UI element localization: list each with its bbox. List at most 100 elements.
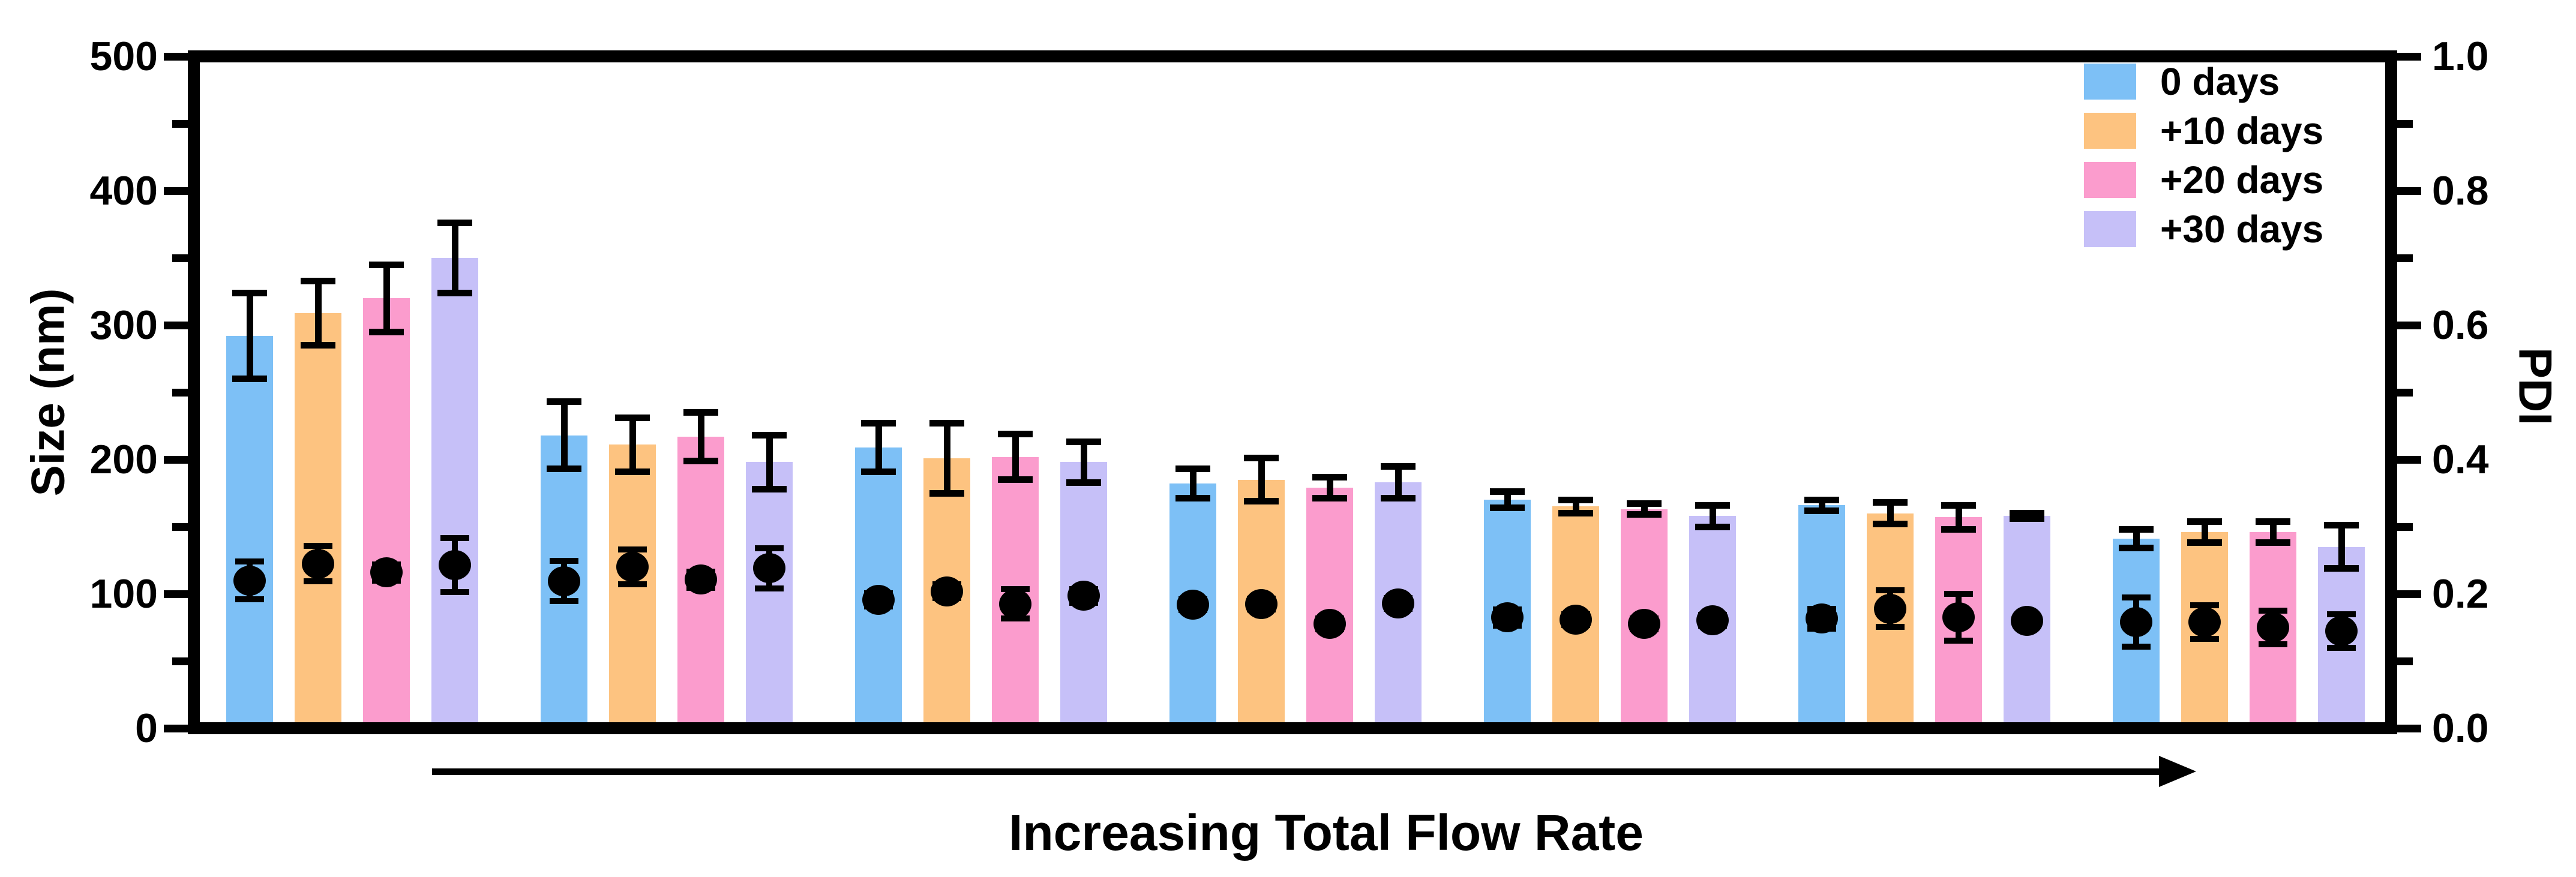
size-error-cap-top <box>1804 496 1839 503</box>
legend-label: +20 days <box>2160 158 2324 202</box>
size-error-line <box>1012 434 1019 480</box>
size-error-cap-bottom <box>1695 523 1730 530</box>
pdi-dot-+10-days-group6 <box>1874 593 1906 624</box>
size-error-cap-top <box>2256 518 2290 525</box>
size-error-line <box>1326 477 1333 498</box>
size-error-cap-top <box>929 420 964 427</box>
pdi-error-cap-bottom <box>1944 638 1973 644</box>
size-error-cap-bottom <box>752 485 787 492</box>
bar-+30-days-group1 <box>431 258 478 722</box>
size-error-cap-top <box>547 398 581 406</box>
pdi-dot-+20-days-group4 <box>1314 609 1346 639</box>
right-minor-tick <box>2397 657 2413 665</box>
right-major-tick <box>2397 724 2421 732</box>
size-error-cap-bottom <box>1941 525 1976 533</box>
size-error-line <box>2338 525 2345 569</box>
size-error-cap-top <box>1941 501 1976 509</box>
size-error-cap-bottom <box>1381 495 1416 502</box>
size-error-cap-top <box>1175 465 1210 473</box>
size-error-line <box>1504 491 1511 508</box>
pdi-dot-+10-days-group4 <box>1245 588 1277 619</box>
size-error-cap-bottom <box>615 468 650 475</box>
bar-0-days-group3 <box>855 447 902 722</box>
pdi-error-cap-top <box>2190 602 2219 609</box>
pdi-dot-0-days-group5 <box>1491 602 1524 633</box>
left-axis-spine <box>188 50 200 734</box>
size-error-line <box>1641 503 1648 515</box>
size-error-cap-bottom <box>861 468 896 475</box>
pdi-dot-+30-days-group4 <box>1382 588 1414 618</box>
pdi-dot-+30-days-group3 <box>1067 581 1100 611</box>
pdi-error-cap-bottom <box>755 585 784 592</box>
bar-+20-days-group1 <box>363 298 410 722</box>
size-error-cap-bottom <box>2187 539 2222 546</box>
pdi-dot-0-days-group3 <box>862 585 895 615</box>
pdi-dot-+10-days-group1 <box>302 548 334 579</box>
pdi-dot-+10-days-group5 <box>1560 604 1592 635</box>
right-minor-tick <box>2397 119 2413 128</box>
pdi-error-cap-bottom <box>1876 623 1905 630</box>
size-error-cap-bottom <box>232 376 267 383</box>
size-error-cap-bottom <box>683 457 718 464</box>
size-error-line <box>451 223 458 293</box>
left-minor-tick <box>172 657 188 665</box>
right-axis-tick-label: 0.4 <box>2432 437 2489 482</box>
legend-label: 0 days <box>2160 60 2280 103</box>
left-minor-tick <box>172 388 188 397</box>
left-axis-tick-label: 300 <box>89 302 158 348</box>
size-error-cap-top <box>2119 525 2154 533</box>
size-error-line <box>314 281 322 346</box>
pdi-error-cap-top <box>550 558 578 564</box>
legend-label: +30 days <box>2160 208 2324 251</box>
bar-+30-days-group2 <box>746 462 793 722</box>
size-error-cap-top <box>752 432 787 439</box>
size-error-line <box>943 423 950 493</box>
pdi-dot-+10-days-group3 <box>931 576 963 606</box>
left-axis-tick-label: 500 <box>89 34 158 79</box>
size-error-line <box>697 412 704 461</box>
size-error-cap-top <box>683 409 718 416</box>
pdi-dot-+30-days-group6 <box>2011 605 2043 636</box>
pdi-dot-0-days-group1 <box>233 565 266 596</box>
pdi-error-cap-top <box>1876 587 1905 594</box>
pdi-dot-0-days-group4 <box>1177 589 1209 620</box>
size-error-line <box>2269 521 2277 543</box>
pdi-error-cap-top <box>618 546 647 553</box>
size-error-line <box>1189 468 1196 498</box>
size-error-cap-top <box>1312 473 1347 480</box>
right-major-tick <box>2397 187 2421 195</box>
pdi-error-cap-bottom <box>618 581 647 588</box>
pdi-dot-0-days-group2 <box>548 566 580 596</box>
size-error-cap-top <box>1381 462 1416 470</box>
flow-rate-arrow <box>432 768 2160 775</box>
pdi-dot-+30-days-group5 <box>1696 605 1729 635</box>
left-major-tick <box>164 590 188 598</box>
left-minor-tick <box>172 254 188 262</box>
left-major-tick <box>164 321 188 329</box>
size-error-line <box>629 418 636 472</box>
legend-swatch-+10-days <box>2084 113 2136 149</box>
size-error-line <box>1395 466 1402 498</box>
size-error-line <box>2133 529 2140 548</box>
pdi-error-cap-top <box>2122 594 2151 600</box>
size-error-cap-top <box>2324 522 2359 529</box>
pdi-error-cap-top <box>1944 591 1973 597</box>
right-axis-spine <box>2385 50 2397 734</box>
right-axis-tick-label: 0.6 <box>2432 302 2489 348</box>
size-error-cap-bottom <box>1804 507 1839 514</box>
size-error-cap-top <box>1244 455 1279 462</box>
pdi-error-cap-top <box>235 558 264 565</box>
size-error-cap-top <box>1558 496 1593 503</box>
size-error-line <box>383 265 390 332</box>
right-axis-tick-label: 0.0 <box>2432 705 2489 751</box>
size-error-cap-top <box>369 261 404 268</box>
size-error-cap-top <box>1873 499 1908 506</box>
pdi-dot-+30-days-group7 <box>2325 615 2358 646</box>
size-error-cap-top <box>1627 500 1662 507</box>
size-error-line <box>1572 500 1579 513</box>
flow-rate-annotation: Increasing Total Flow Rate <box>1009 804 1644 861</box>
size-error-cap-bottom <box>2256 539 2290 546</box>
pdi-error-cap-bottom <box>2259 641 2287 647</box>
size-error-cap-top <box>232 289 267 296</box>
pdi-error-cap-bottom <box>2327 644 2356 651</box>
